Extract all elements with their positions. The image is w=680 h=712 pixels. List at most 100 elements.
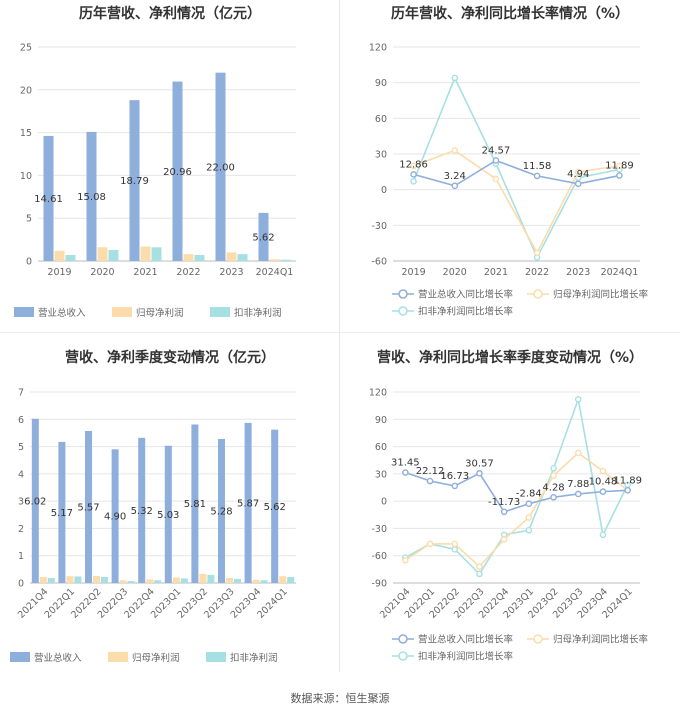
annual-revenue-legend-swatch xyxy=(14,307,34,317)
quarterly-growth-series-point xyxy=(599,531,607,539)
annual-growth-series-point xyxy=(410,178,417,185)
quarterly-growth-series-point xyxy=(599,467,607,475)
quarterly-growth-series-point xyxy=(525,500,533,508)
quarterly-growth-series-point xyxy=(574,490,582,498)
annual-growth-data-label: 11.89 xyxy=(605,161,634,172)
quarterly-growth-legend-label: 营业总收入同比增长率 xyxy=(418,634,514,646)
annual-revenue-data-label: 14.61 xyxy=(34,194,63,205)
panel-divider-vertical xyxy=(339,0,340,672)
quarterly-growth-y-tick-label: 60 xyxy=(375,442,387,453)
quarterly-revenue-bar-net-profit xyxy=(252,579,260,583)
quarterly-revenue-bar-net-profit xyxy=(93,575,100,583)
quarterly-growth-y-tick-label: 90 xyxy=(375,415,387,426)
quarterly-revenue-y-tick-label: 5 xyxy=(18,442,24,453)
quarterly-revenue-bar-deducted-profit xyxy=(127,581,135,583)
annual-growth-data-label: 3.24 xyxy=(444,171,466,182)
annual-growth-legend-label: 扣非净利润同比增长率 xyxy=(418,306,514,318)
quarterly-growth-legend-label: 扣非净利润同比增长率 xyxy=(418,651,514,663)
annual-revenue-bar-net-profit xyxy=(97,247,108,261)
annual-revenue-y-tick-label: 15 xyxy=(20,128,32,139)
annual-revenue-y-tick-label: 10 xyxy=(20,171,32,182)
quarterly-growth-data-label: 10.48 xyxy=(589,477,618,488)
annual-revenue-bar-deducted-profit xyxy=(237,254,248,261)
quarterly-revenue-bar-deducted-profit xyxy=(180,578,188,583)
annual-revenue-bar-revenue xyxy=(215,72,226,262)
quarterly-revenue-data-label: 4.90 xyxy=(104,512,126,523)
quarterly-revenue-y-tick-label: 3 xyxy=(18,497,24,508)
annual-growth-series-point xyxy=(451,182,459,190)
annual-revenue-bar-revenue xyxy=(86,131,97,261)
quarterly-revenue-data-label: 5.87 xyxy=(237,498,259,509)
annual-revenue-legend-swatch xyxy=(112,307,132,317)
annual-revenue-x-tick-label: 2024Q1 xyxy=(256,267,294,278)
quarterly-revenue-bar-revenue xyxy=(164,445,172,583)
annual-growth-y-tick-label: -60 xyxy=(371,257,387,268)
quarterly-revenue-bar-deducted-profit xyxy=(154,580,162,583)
quarterly-growth-legend-marker xyxy=(533,634,543,644)
quarterly-revenue-data-label: 5.81 xyxy=(184,499,206,510)
annual-revenue-x-tick-label: 2021 xyxy=(133,267,157,278)
quarterly-growth-series-point xyxy=(476,470,483,477)
quarterly-revenue-bar-deducted-profit xyxy=(260,580,268,583)
quarterly-growth-data-label: 16.73 xyxy=(440,471,469,482)
quarterly-growth-data-label: 11.89 xyxy=(613,475,642,486)
annual-revenue-y-tick-label: 20 xyxy=(20,85,32,96)
quarterly-growth-series-point xyxy=(500,508,508,516)
annual-revenue-bar-net-profit xyxy=(140,246,151,261)
annual-growth-x-tick-label: 2019 xyxy=(401,267,425,278)
quarterly-growth-series-point xyxy=(500,536,508,543)
annual-growth-series-line-revenue xyxy=(413,159,620,187)
quarterly-growth-series-point xyxy=(599,488,607,495)
quarterly-growth-series-line-deducted-profit xyxy=(404,396,629,576)
quarterly-growth-y-tick-label: -30 xyxy=(371,524,387,535)
quarterly-revenue-data-label: 5.17 xyxy=(51,508,73,519)
quarterly-growth-series-line-revenue xyxy=(405,471,628,513)
quarterly-growth-series-point xyxy=(525,526,533,534)
annual-revenue-bar-revenue xyxy=(43,135,54,261)
annual-growth-y-tick-label: -30 xyxy=(371,221,387,232)
annual-revenue-x-tick-label: 2019 xyxy=(47,267,71,278)
quarterly-growth-series-point xyxy=(402,469,409,476)
chart-title-annual-revenue: 历年营收、净利情况（亿元） xyxy=(79,6,261,22)
annual-revenue-bar-deducted-profit xyxy=(151,247,162,261)
annual-growth-series-point xyxy=(616,162,623,170)
quarterly-growth-data-label: 7.88 xyxy=(567,479,589,490)
annual-revenue-y-tick-label: 0 xyxy=(26,257,32,268)
quarterly-revenue-bar-revenue xyxy=(244,422,252,583)
quarterly-growth-series-point xyxy=(574,395,582,403)
annual-revenue-legend-swatch xyxy=(210,307,230,317)
annual-revenue-legend-label: 扣非净利润 xyxy=(234,307,282,319)
quarterly-revenue-bar-net-profit xyxy=(172,577,180,583)
annual-growth-series-point xyxy=(451,147,459,154)
quarterly-growth-data-label: 31.45 xyxy=(391,458,420,469)
annual-revenue-data-label: 15.08 xyxy=(77,192,106,203)
quarterly-revenue-legend-label: 营业总收入 xyxy=(34,652,82,664)
quarterly-revenue-bar-deducted-profit xyxy=(287,576,295,583)
quarterly-revenue-data-label: 6.02 xyxy=(24,496,46,507)
quarterly-revenue-bar-net-profit xyxy=(66,576,74,583)
annual-growth-series-line-deducted-profit xyxy=(412,75,620,260)
annual-growth-series-point xyxy=(410,162,417,170)
quarterly-growth-series-point xyxy=(624,487,631,494)
quarterly-growth-y-tick-label: 120 xyxy=(369,388,387,399)
annual-growth-series-point xyxy=(410,171,417,178)
annual-revenue-data-label: 5.62 xyxy=(252,232,274,243)
quarterly-growth-series-point xyxy=(426,477,434,485)
quarterly-growth-series-point xyxy=(476,563,483,570)
quarterly-revenue-y-tick-label: 7 xyxy=(18,388,24,399)
quarterly-revenue-legend-swatch xyxy=(108,652,128,662)
quarterly-revenue-bar-revenue xyxy=(218,438,225,583)
annual-growth-series-line-net-profit xyxy=(413,149,620,255)
annual-revenue-x-tick-label: 2020 xyxy=(90,267,114,278)
annual-revenue-x-tick-label: 2023 xyxy=(219,267,243,278)
annual-growth-legend-marker xyxy=(398,289,408,299)
quarterly-growth-series-point xyxy=(451,540,459,548)
quarterly-growth-series-point xyxy=(574,449,582,457)
quarterly-revenue-bar-net-profit xyxy=(226,578,233,583)
annual-growth-y-tick-label: 30 xyxy=(375,150,387,161)
quarterly-growth-data-label: -2.84 xyxy=(516,489,542,500)
quarterly-revenue-bar-net-profit xyxy=(199,573,207,583)
quarterly-revenue-bar-net-profit xyxy=(119,580,127,583)
annual-growth-x-tick-label: 2021 xyxy=(484,267,508,278)
